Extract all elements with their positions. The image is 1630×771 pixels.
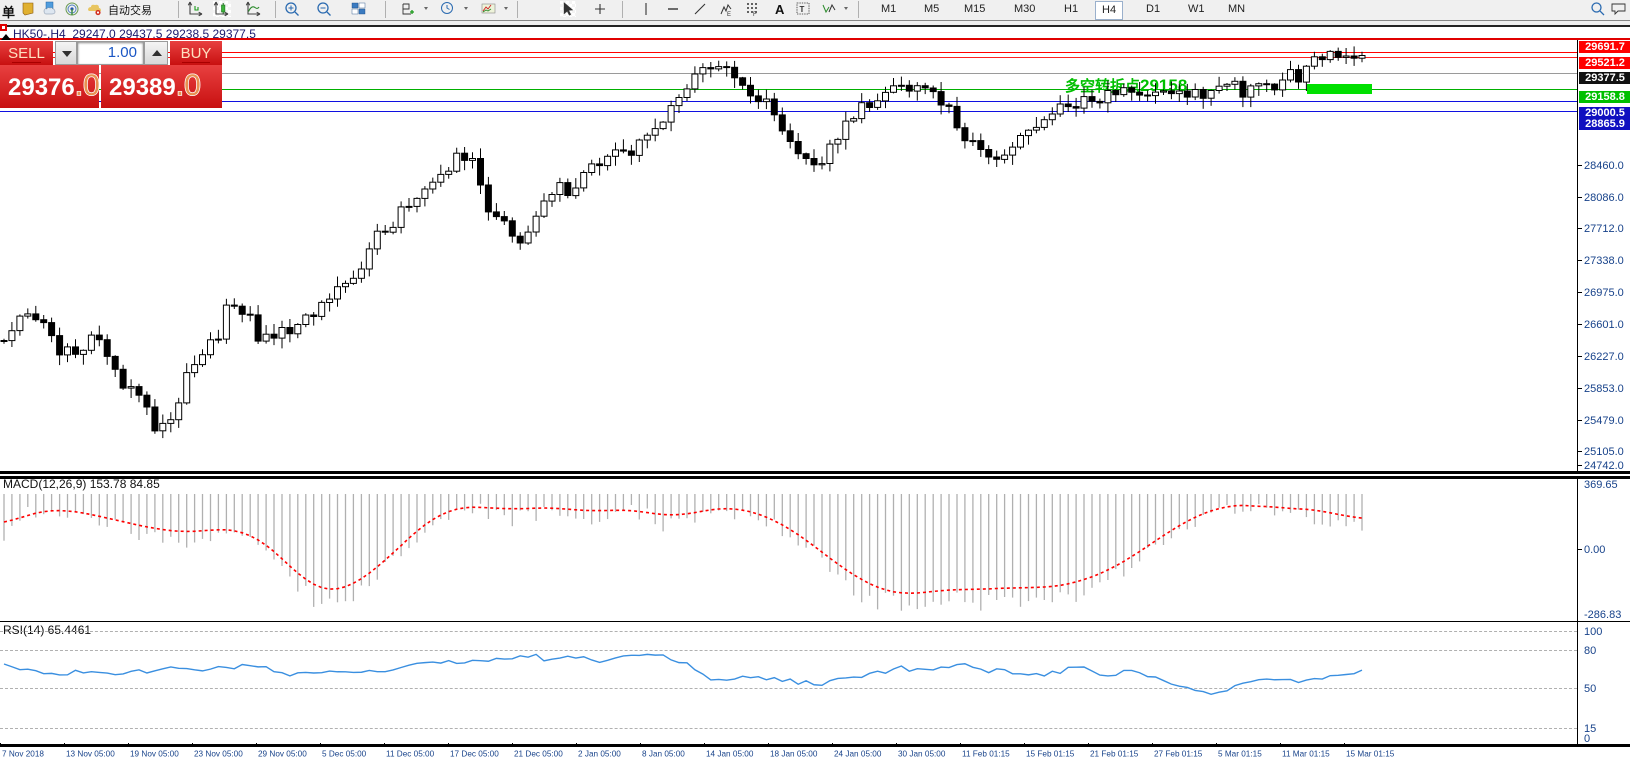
svg-text:T: T [800,5,805,14]
svg-text:F: F [753,12,757,17]
svg-text:E: E [727,12,731,17]
